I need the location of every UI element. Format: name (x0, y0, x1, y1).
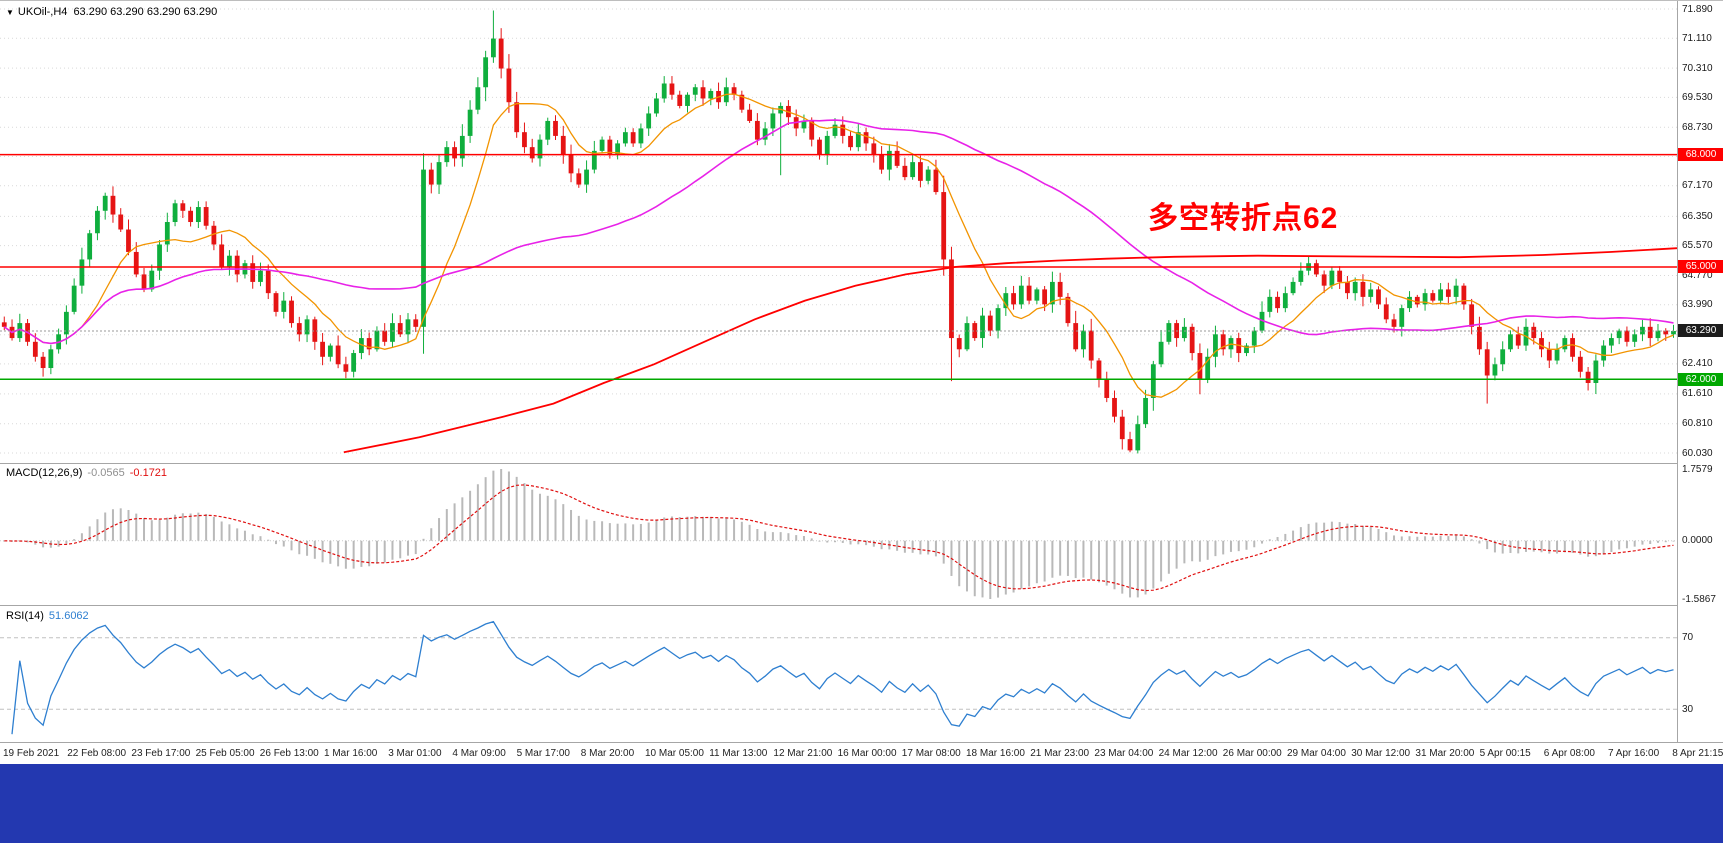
price-tick-label: 1.7579 (1682, 463, 1713, 475)
time-axis-label: 12 Mar 21:00 (773, 748, 833, 759)
chart-annotation-text: 多空转折点62 (1148, 202, 1339, 235)
bottom-blue-strip (0, 764, 1723, 843)
price-tick-label: 61.610 (1682, 388, 1713, 400)
macd-main-value: -0.0565 (87, 467, 125, 479)
macd-indicator-label: MACD(12,26,9) -0.0565 -0.1721 (6, 467, 172, 479)
time-axis-label: 8 Apr 21:15 (1672, 748, 1723, 759)
price-level-badge: 62.000 (1678, 372, 1723, 386)
time-axis-label: 10 Mar 05:00 (645, 748, 704, 759)
price-tick-label: 69.530 (1682, 91, 1713, 103)
price-tick-label: 70.310 (1682, 62, 1713, 74)
price-tick-label: 60.030 (1682, 447, 1713, 459)
time-axis-label: 26 Feb 13:00 (259, 748, 319, 759)
price-chart[interactable] (0, 1, 1677, 463)
rsi-name: RSI(14) (6, 610, 44, 622)
time-axis-label: 11 Mar 13:00 (709, 748, 768, 759)
macd-name: MACD(12,26,9) (6, 467, 83, 479)
rsi-value: 51.6062 (48, 610, 89, 622)
price-tick-label: 70 (1682, 632, 1694, 644)
rsi-panel[interactable] (0, 605, 1677, 742)
time-axis-label: 4 Mar 09:00 (452, 748, 506, 759)
price-tick-label: -1.5867 (1682, 593, 1716, 605)
price-level-badge: 68.000 (1678, 148, 1723, 162)
symbol-timeframe: UKOil-,H4 (17, 6, 68, 18)
time-axis-label: 6 Apr 08:00 (1543, 748, 1595, 759)
time-axis-label: 19 Feb 2021 (3, 748, 60, 759)
panel-separator[interactable] (0, 463, 1723, 464)
price-tick-label: 71.110 (1682, 32, 1712, 44)
time-axis-label: 26 Mar 00:00 (1222, 748, 1282, 759)
time-axis-label: 22 Feb 08:00 (67, 748, 127, 759)
macd-signal-value: -0.1721 (129, 467, 168, 479)
price-level-badge: 65.000 (1678, 260, 1723, 274)
time-axis-label: 31 Mar 20:00 (1415, 748, 1475, 759)
time-axis-label: 5 Apr 00:15 (1479, 748, 1531, 759)
price-tick-label: 67.170 (1682, 180, 1713, 192)
time-axis-label: 7 Apr 16:00 (1608, 748, 1660, 759)
time-axis-label: 17 Mar 08:00 (901, 748, 961, 759)
price-tick-label: 30 (1682, 703, 1694, 715)
price-tick-label: 68.730 (1682, 121, 1713, 133)
time-axis-label: 18 Mar 16:00 (966, 748, 1025, 759)
rsi-indicator-label: RSI(14) 51.6062 (6, 610, 94, 622)
macd-panel[interactable] (0, 463, 1677, 605)
time-scale[interactable]: 19 Feb 2021 22 Feb 08:00 23 Feb 17:00 25 Fe… (0, 742, 1723, 764)
time-axis-label: 29 Mar 04:00 (1287, 748, 1346, 759)
time-axis-label: 25 Feb 05:00 (195, 748, 255, 759)
time-axis-label: 16 Mar 00:00 (837, 748, 897, 759)
ohlc-values: 63.290 63.290 63.290 63.290 (73, 6, 218, 18)
price-tick-label: 63.990 (1682, 299, 1713, 311)
price-tick-label: 64.770 (1682, 270, 1713, 282)
time-axis-label: 8 Mar 20:00 (580, 748, 635, 759)
price-tick-label: 62.410 (1682, 358, 1713, 370)
price-scale[interactable]: 71.89071.11070.31069.53068.73067.95067.1… (1677, 1, 1723, 742)
time-axis-label: 23 Feb 17:00 (131, 748, 191, 759)
time-axis-label: 3 Mar 01:00 (388, 748, 442, 759)
price-tick-label: 0.0000 (1682, 535, 1713, 547)
price-level-badge: 63.290 (1678, 324, 1723, 338)
time-axis-label: 5 Mar 17:00 (516, 748, 570, 759)
symbol-ohlc-readout: ▼ UKOil-,H4 63.290 63.290 63.290 63.290 (6, 6, 223, 18)
panel-separator[interactable] (0, 605, 1723, 606)
time-axis-label: 24 Mar 12:00 (1158, 748, 1218, 759)
time-axis-label: 1 Mar 16:00 (324, 748, 378, 759)
price-tick-label: 65.570 (1682, 240, 1713, 252)
price-tick-label: 66.350 (1682, 210, 1713, 222)
price-tick-label: 71.890 (1682, 3, 1713, 15)
time-axis-label: 30 Mar 12:00 (1351, 748, 1411, 759)
time-axis-label: 23 Mar 04:00 (1094, 748, 1154, 759)
price-tick-label: 60.810 (1682, 418, 1713, 430)
time-axis-label: 21 Mar 23:00 (1030, 748, 1090, 759)
symbol-dropdown-icon[interactable]: ▼ (6, 8, 14, 17)
